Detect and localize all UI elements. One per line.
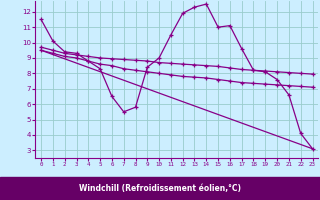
Text: Windchill (Refroidissement éolien,°C): Windchill (Refroidissement éolien,°C) <box>79 184 241 193</box>
